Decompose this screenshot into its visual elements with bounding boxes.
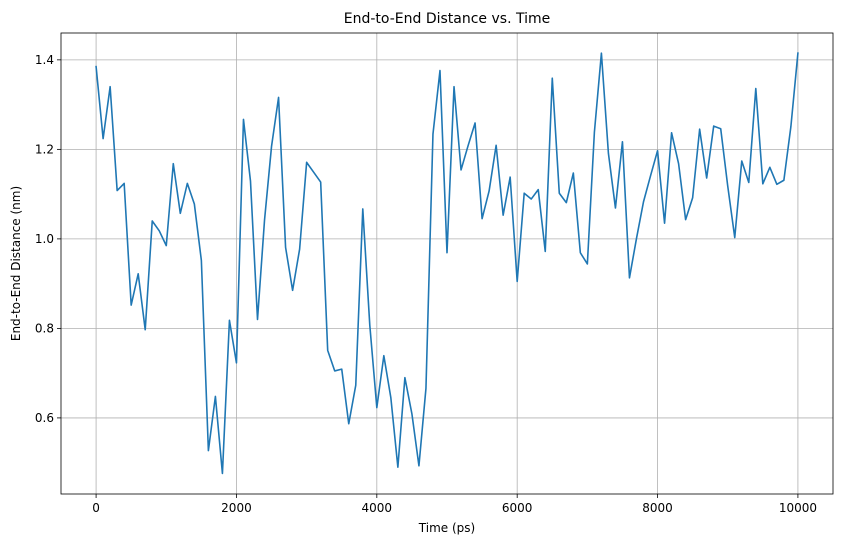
y-tick-label: 0.6 — [35, 411, 54, 425]
series-line — [95, 52, 799, 475]
x-tick-label: 0 — [92, 501, 100, 515]
x-tick-label: 8000 — [642, 501, 673, 515]
x-tick-label: 4000 — [362, 501, 393, 515]
y-tick-label: 1.2 — [35, 142, 54, 156]
data-series — [95, 52, 799, 475]
x-tick-label: 2000 — [221, 501, 252, 515]
plot-area-frame — [60, 32, 834, 495]
chart-title: End-to-End Distance vs. Time — [344, 11, 551, 27]
x-axis-label: Time (ps) — [418, 521, 475, 535]
x-tick-label: 10000 — [779, 501, 817, 515]
y-axis-label: End-to-End Distance (nm) — [9, 186, 23, 341]
x-tick-label: 6000 — [502, 501, 533, 515]
y-tick-label: 1.0 — [35, 232, 54, 246]
y-tick-label: 0.8 — [35, 321, 54, 335]
y-tick-label: 1.4 — [35, 53, 54, 67]
axis-ticks: 0 2000 4000 6000 8000 10000 0.6 0.8 1.0 1.2 1.4 — [35, 53, 817, 515]
